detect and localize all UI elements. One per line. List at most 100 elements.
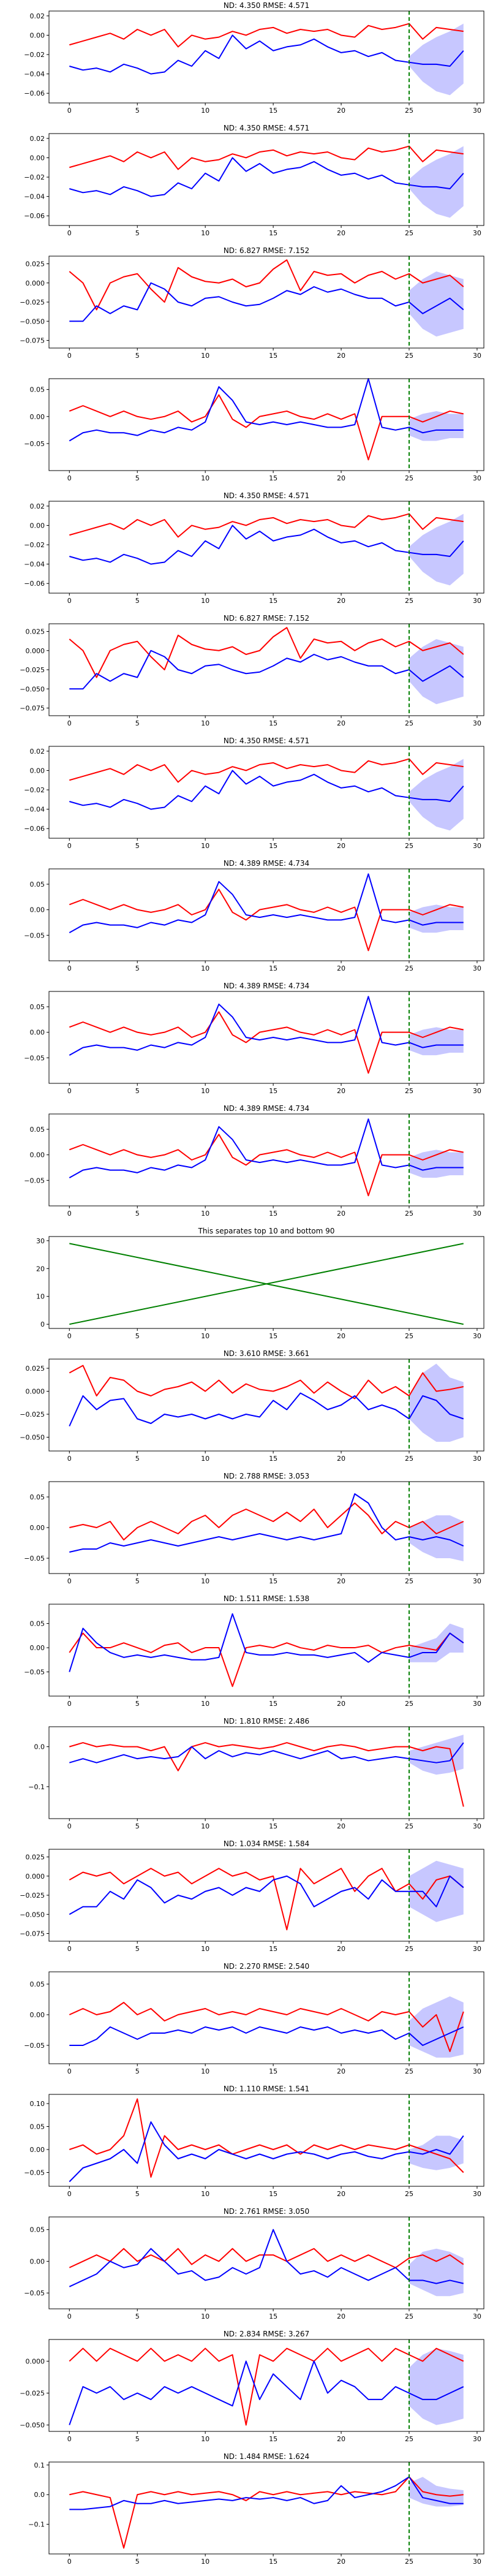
y-tick-label: 0.00 [30, 521, 45, 529]
y-tick-label: 0.05 [30, 1003, 45, 1011]
x-tick-label: 15 [269, 1210, 277, 1218]
series-line-1 [69, 996, 464, 1056]
series-line-1 [69, 873, 464, 934]
y-tick-label: 0.05 [30, 1493, 45, 1501]
y-tick-label: −0.05 [24, 2289, 45, 2297]
y-tick-label: −0.05 [24, 2169, 45, 2177]
chart-title: ND: 4.350 RMSE: 4.571 [224, 1, 309, 10]
x-tick-label: 15 [269, 597, 277, 605]
x-tick-label: 25 [405, 229, 413, 237]
chart-panel-16: ND: 2.270 RMSE: 2.540 0 5 10 15 20 25 30 0.05 0.0… [24, 1962, 484, 2075]
x-tick-label: 5 [135, 1577, 140, 1585]
y-tick-label: −0.05 [24, 1176, 45, 1184]
x-tick-label: 5 [135, 2313, 140, 2320]
x-tick-label: 5 [135, 2067, 140, 2075]
y-tick-label: −0.05 [24, 1054, 45, 1062]
y-tick-label: −0.050 [20, 317, 45, 325]
x-tick-label: 25 [405, 107, 413, 115]
x-tick-label: 30 [473, 107, 481, 115]
series-line-1 [69, 1613, 464, 1672]
confidence-band [409, 271, 464, 337]
x-tick-label: 15 [269, 352, 277, 360]
chart-title: ND: 2.270 RMSE: 2.540 [224, 1962, 309, 1971]
y-tick-label: 0 [40, 1320, 45, 1328]
chart-panel-17: ND: 1.110 RMSE: 1.541 0 5 10 15 20 25 30 0.10 0.0… [24, 2085, 484, 2198]
x-tick-label: 25 [405, 597, 413, 605]
x-tick-label: 30 [473, 1455, 481, 1463]
y-tick-label: −0.025 [20, 298, 45, 306]
axes-frame [48, 2339, 484, 2432]
series-line-1 [69, 1118, 464, 1179]
x-tick-label: 20 [337, 229, 345, 237]
chart-title: ND: 1.484 RMSE: 1.624 [224, 2452, 309, 2461]
confidence-band [409, 1150, 464, 1178]
confidence-band [409, 1027, 464, 1056]
y-tick-label: −0.02 [24, 51, 45, 59]
chart-title: ND: 1.034 RMSE: 1.584 [224, 1839, 309, 1848]
x-tick-label: 25 [405, 1332, 413, 1340]
x-tick-label: 0 [67, 1210, 72, 1218]
y-tick-label: 0.00 [30, 1029, 45, 1037]
y-tick-label: 0.02 [30, 502, 45, 510]
x-tick-label: 25 [405, 2313, 413, 2320]
axes-frame [48, 868, 484, 961]
x-tick-label: 15 [269, 474, 277, 482]
x-tick-label: 0 [67, 1822, 72, 1830]
chart-title: ND: 1.110 RMSE: 1.541 [224, 2085, 309, 2093]
y-tick-label: −0.025 [20, 2390, 45, 2398]
axes-frame [48, 991, 484, 1084]
chart-panel-19: ND: 2.834 RMSE: 3.267 0 5 10 15 20 25 30 0.000 −0… [20, 2330, 484, 2443]
axes-frame [48, 1604, 484, 1697]
chart-title: ND: 4.350 RMSE: 4.571 [224, 124, 309, 132]
x-tick-label: 15 [269, 229, 277, 237]
y-tick-label: 0.00 [30, 1151, 45, 1159]
x-tick-label: 0 [67, 719, 72, 727]
chart-title: ND: 6.827 RMSE: 7.152 [224, 246, 309, 255]
chart-title: ND: 4.350 RMSE: 4.571 [224, 737, 309, 745]
chart-panel-4: ND: 4.350 RMSE: 4.571 0 5 10 15 20 25 30 0.02 0.0… [24, 491, 484, 605]
x-tick-label: 20 [337, 1577, 345, 1585]
y-tick-label: 0.02 [30, 12, 45, 20]
x-tick-label: 15 [269, 1700, 277, 1708]
x-tick-label: 25 [405, 1455, 413, 1463]
x-tick-label: 0 [67, 2558, 72, 2566]
x-tick-label: 20 [337, 107, 345, 115]
x-tick-label: 15 [269, 1822, 277, 1830]
chart-panel-2: ND: 6.827 RMSE: 7.152 0 5 10 15 20 25 30 0.025 0.… [20, 246, 484, 360]
chart-title: ND: 2.834 RMSE: 3.267 [224, 2330, 309, 2338]
x-tick-label: 0 [67, 107, 72, 115]
series-line-0 [69, 2476, 464, 2549]
x-tick-label: 15 [269, 842, 277, 850]
y-tick-label: −0.050 [20, 685, 45, 693]
x-tick-label: 20 [337, 964, 345, 972]
axes-frame [48, 501, 484, 594]
series-line-1 [69, 2229, 464, 2287]
x-tick-label: 20 [337, 1945, 345, 1953]
confidence-band [409, 2477, 464, 2507]
y-tick-label: −0.05 [24, 2042, 45, 2050]
x-tick-label: 0 [67, 1332, 72, 1340]
series-line-0 [69, 1868, 464, 1931]
x-tick-label: 25 [405, 2067, 413, 2075]
x-tick-label: 30 [473, 842, 481, 850]
series-line-0 [69, 1502, 464, 1540]
y-tick-label: 0.05 [30, 1980, 45, 1988]
confidence-band [409, 639, 464, 705]
y-tick-label: 0.00 [30, 413, 45, 421]
x-tick-label: 5 [135, 474, 140, 482]
y-tick-label: −0.04 [24, 806, 45, 814]
axes-frame [48, 746, 484, 839]
chart-title: ND: 4.389 RMSE: 4.734 [224, 1104, 309, 1113]
chart-panel-15: ND: 1.034 RMSE: 1.584 0 5 10 15 20 25 30 0.025 0.… [20, 1839, 484, 1953]
x-tick-label: 5 [135, 2435, 140, 2443]
x-tick-label: 15 [269, 719, 277, 727]
x-tick-label: 25 [405, 964, 413, 972]
x-tick-label: 0 [67, 1945, 72, 1953]
y-tick-label: 0.000 [26, 2357, 45, 2365]
confidence-band [409, 2135, 464, 2170]
y-tick-label: −0.025 [20, 1892, 45, 1900]
x-tick-label: 20 [337, 2558, 345, 2566]
y-tick-label: 0.02 [30, 135, 45, 143]
x-tick-label: 10 [201, 1455, 209, 1463]
series-line-1 [69, 2476, 464, 2510]
